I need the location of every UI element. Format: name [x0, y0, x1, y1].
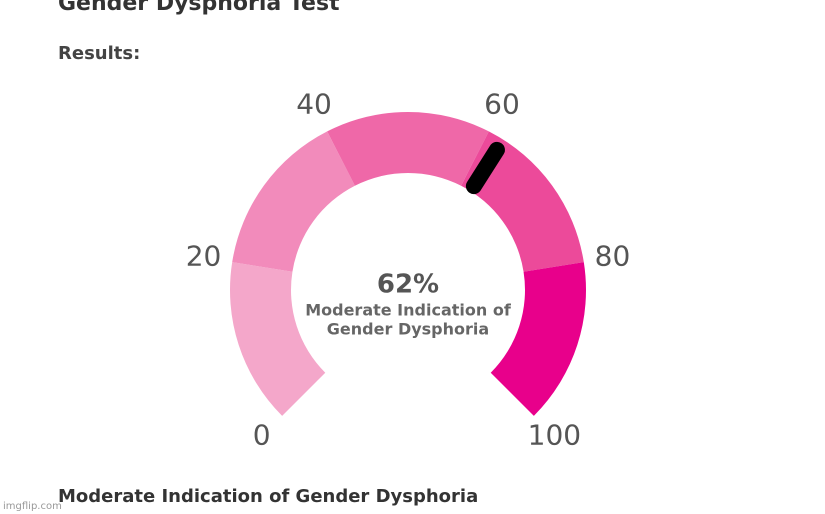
gauge-band: [230, 262, 326, 416]
tick-label: 100: [528, 418, 581, 451]
center-label: Gender Dysphoria: [327, 320, 489, 339]
gauge-band: [490, 262, 586, 416]
tick-label: 80: [595, 240, 631, 273]
results-heading: Results:: [58, 43, 140, 64]
tick-label: 0: [253, 418, 271, 451]
tick-label: 60: [484, 88, 520, 121]
page-title: Gender Dysphoria Test: [58, 0, 340, 16]
gauge-band: [232, 131, 355, 272]
tick-label: 20: [186, 240, 222, 273]
center-label: Moderate Indication of: [305, 301, 512, 320]
gauge-band: [327, 111, 489, 186]
value-label: 62%: [377, 270, 439, 300]
tick-label: 40: [296, 88, 332, 121]
needle: [465, 141, 505, 195]
watermark: imgflip.com: [3, 501, 62, 512]
gauge-band: [461, 131, 584, 272]
result-text: Moderate Indication of Gender Dysphoria: [58, 486, 478, 507]
